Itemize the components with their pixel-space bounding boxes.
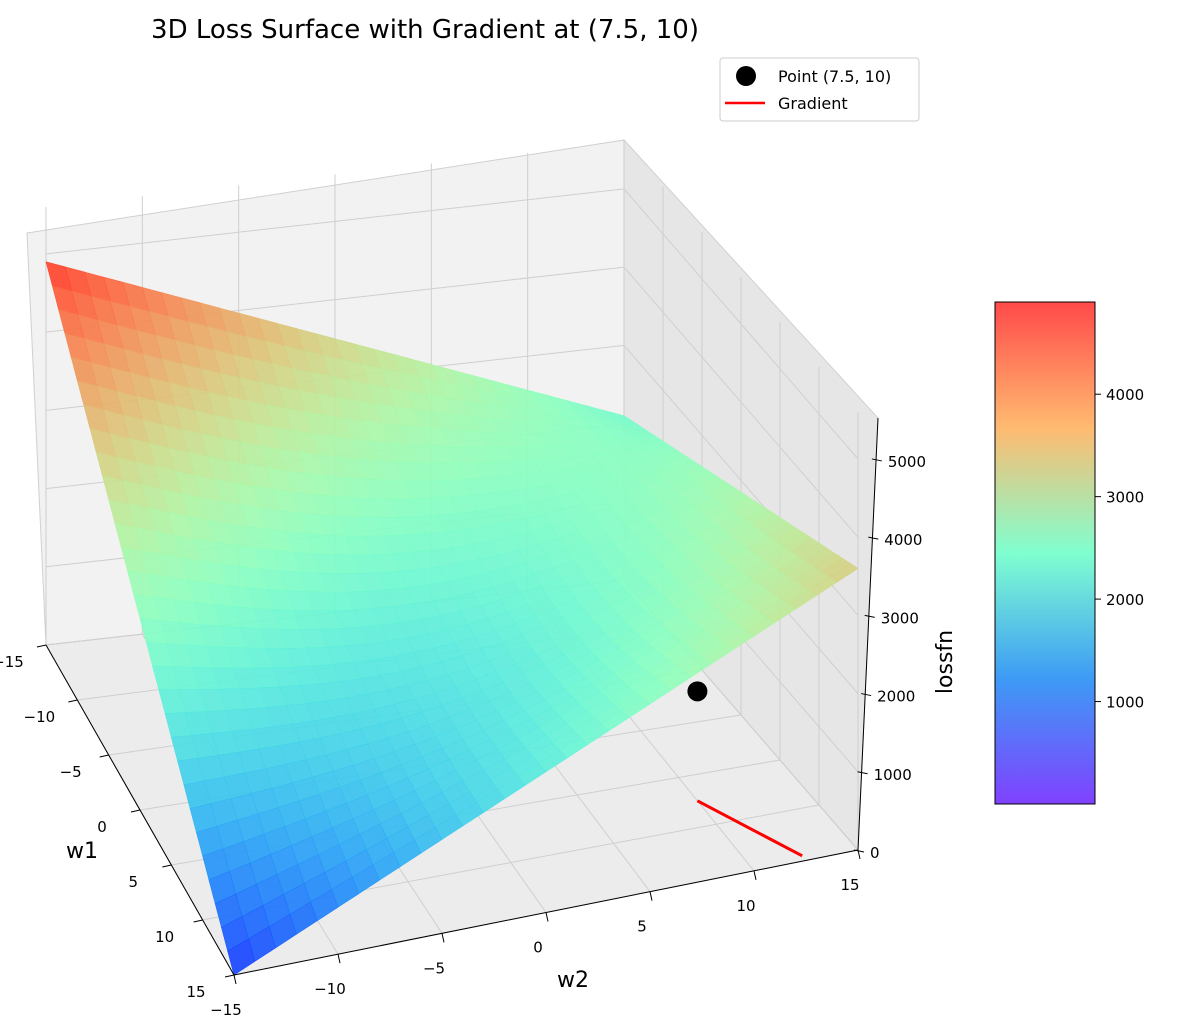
w2-tick-mark xyxy=(441,933,445,943)
w2-tick-label: 0 xyxy=(533,939,543,957)
w1-tick-mark xyxy=(193,919,203,923)
w2-tick-label: −10 xyxy=(314,980,346,998)
loss-tick-mark xyxy=(861,693,872,697)
point-and-gradient xyxy=(687,681,803,858)
point-marker xyxy=(687,681,708,702)
colorbar-gradient xyxy=(994,301,1096,805)
w1-tick-mark xyxy=(162,864,172,868)
w1-tick-label: 10 xyxy=(155,928,174,946)
w1-tick-mark xyxy=(224,974,235,978)
w1-tick-mark xyxy=(68,699,78,703)
w2-tick-mark xyxy=(649,891,653,901)
w1-tick-label: −10 xyxy=(24,708,56,726)
loss-axis-label: lossfn xyxy=(933,630,958,694)
colorbar-tick-label: 3000 xyxy=(1106,489,1144,507)
loss-tick-label: 4000 xyxy=(884,531,922,549)
w2-tick-label: −15 xyxy=(210,1001,242,1019)
w1-tick-label: 15 xyxy=(186,983,205,1001)
w2-tick-label: 15 xyxy=(840,876,859,894)
tick-labels: −15 −10 −5 0 5 10 15 −15 −10 −5 0 5 10 15 0 1000 2000 300… xyxy=(0,453,926,1019)
legend-box xyxy=(719,57,920,122)
loss-tick-mark xyxy=(871,458,882,462)
w2-tick-mark xyxy=(337,954,341,964)
loss-tick-mark xyxy=(864,614,875,618)
loss-surface xyxy=(45,261,859,976)
loss-tick-mark xyxy=(868,536,879,540)
w2-tick-mark xyxy=(857,849,861,860)
legend-gradient-label: Gradient xyxy=(778,94,848,113)
loss-tick-label: 0 xyxy=(870,844,880,862)
w2-tick-label: 5 xyxy=(637,918,647,936)
w2-tick-label: 10 xyxy=(736,897,755,915)
w1-tick-label: −15 xyxy=(0,653,24,671)
loss-tick-mark xyxy=(853,849,865,853)
w1-tick-mark xyxy=(99,754,109,758)
w1-tick-mark xyxy=(130,809,141,813)
w2-axis-label: w2 xyxy=(557,968,589,993)
loss-tick-label: 2000 xyxy=(877,688,915,706)
w2-tick-mark xyxy=(753,870,757,880)
chart-title: 3D Loss Surface with Gradient at (7.5, 1… xyxy=(151,15,699,45)
w1-tick-label: 0 xyxy=(97,818,107,836)
colorbar-ticks: 1000 2000 3000 4000 xyxy=(1095,386,1144,712)
legend: Point (7.5, 10) Gradient xyxy=(719,57,920,122)
colorbar-tick-label: 4000 xyxy=(1106,386,1144,404)
w1-tick-mark xyxy=(36,644,47,648)
w1-tick-label: −5 xyxy=(60,763,82,781)
legend-point-label: Point (7.5, 10) xyxy=(778,67,891,86)
w1-axis-label: w1 xyxy=(66,839,98,864)
gridline xyxy=(45,266,859,538)
loss-tick-label: 3000 xyxy=(881,609,919,627)
colorbar-tick-label: 2000 xyxy=(1106,591,1144,609)
w1-tick-label: 5 xyxy=(129,873,139,891)
colorbar: 1000 2000 3000 4000 xyxy=(994,301,1144,805)
w2-tick-label: −5 xyxy=(423,959,445,977)
w2-tick-mark xyxy=(233,974,237,985)
surface-patch xyxy=(227,938,256,976)
loss-tick-label: 5000 xyxy=(888,453,926,471)
loss-tick-mark xyxy=(857,771,868,775)
legend-point-marker xyxy=(736,66,756,86)
loss-axis-line xyxy=(857,417,879,851)
gridline xyxy=(45,188,859,460)
w2-tick-mark xyxy=(545,912,549,922)
gradient-line xyxy=(696,799,803,858)
colorbar-tick-label: 1000 xyxy=(1106,694,1144,712)
loss-tick-label: 1000 xyxy=(874,766,912,784)
